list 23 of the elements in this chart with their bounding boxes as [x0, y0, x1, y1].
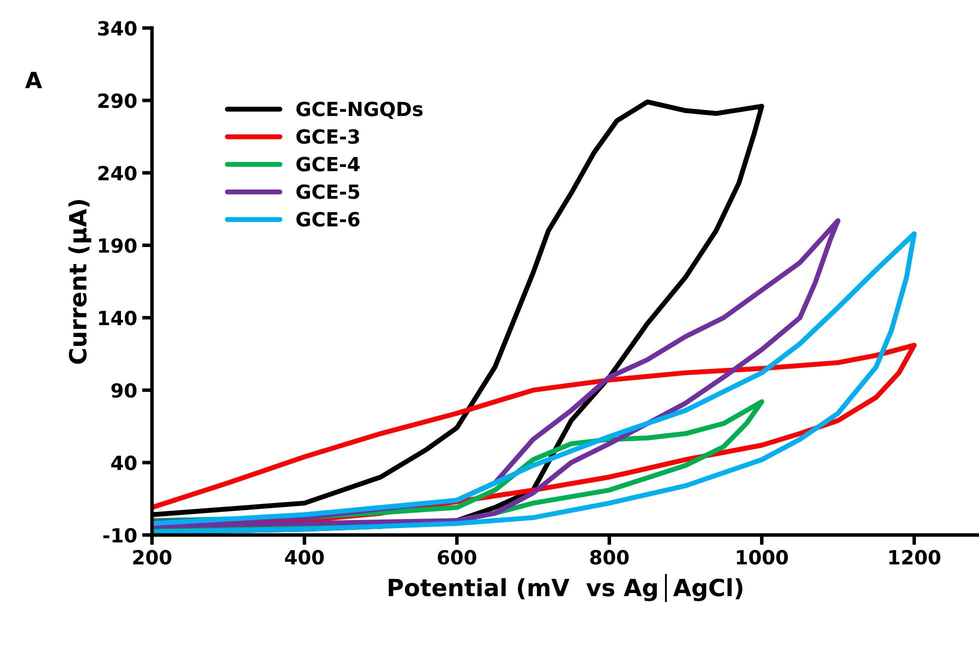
text: A: [25, 72, 42, 88]
line-series: [152, 231, 917, 535]
y-tick-label: 140: [99, 310, 136, 326]
y-tick-label: 90: [111, 383, 136, 398]
legend-label: GCE-3: [296, 129, 360, 144]
legend-label: GCE-4: [296, 156, 360, 172]
x-tick-label: 800: [590, 550, 629, 565]
x-tick-label: 400: [285, 550, 324, 565]
y-tick-label: 190: [99, 238, 136, 253]
x-tick-label: 200: [133, 550, 172, 565]
x-tick-label: 1200: [889, 550, 940, 565]
y-axis-title: Current (µA): [68, 200, 92, 364]
y-tick-label: -10: [103, 528, 136, 543]
x-tick-label: 1000: [736, 550, 788, 565]
y-tick-label: 240: [98, 166, 136, 181]
legend-label: GCE-NGQDs: [296, 102, 423, 119]
y-tick-label: 340: [98, 20, 136, 36]
x-axis-title: Potential (mV vs Ag│AgCl): [388, 574, 742, 602]
x-tick-label: 600: [438, 550, 476, 565]
y-tick-label: 40: [111, 456, 136, 470]
y-tick-label: 290: [98, 93, 136, 108]
legend-label: GCE-5: [296, 184, 360, 200]
legend-label: GCE-6: [296, 212, 360, 227]
